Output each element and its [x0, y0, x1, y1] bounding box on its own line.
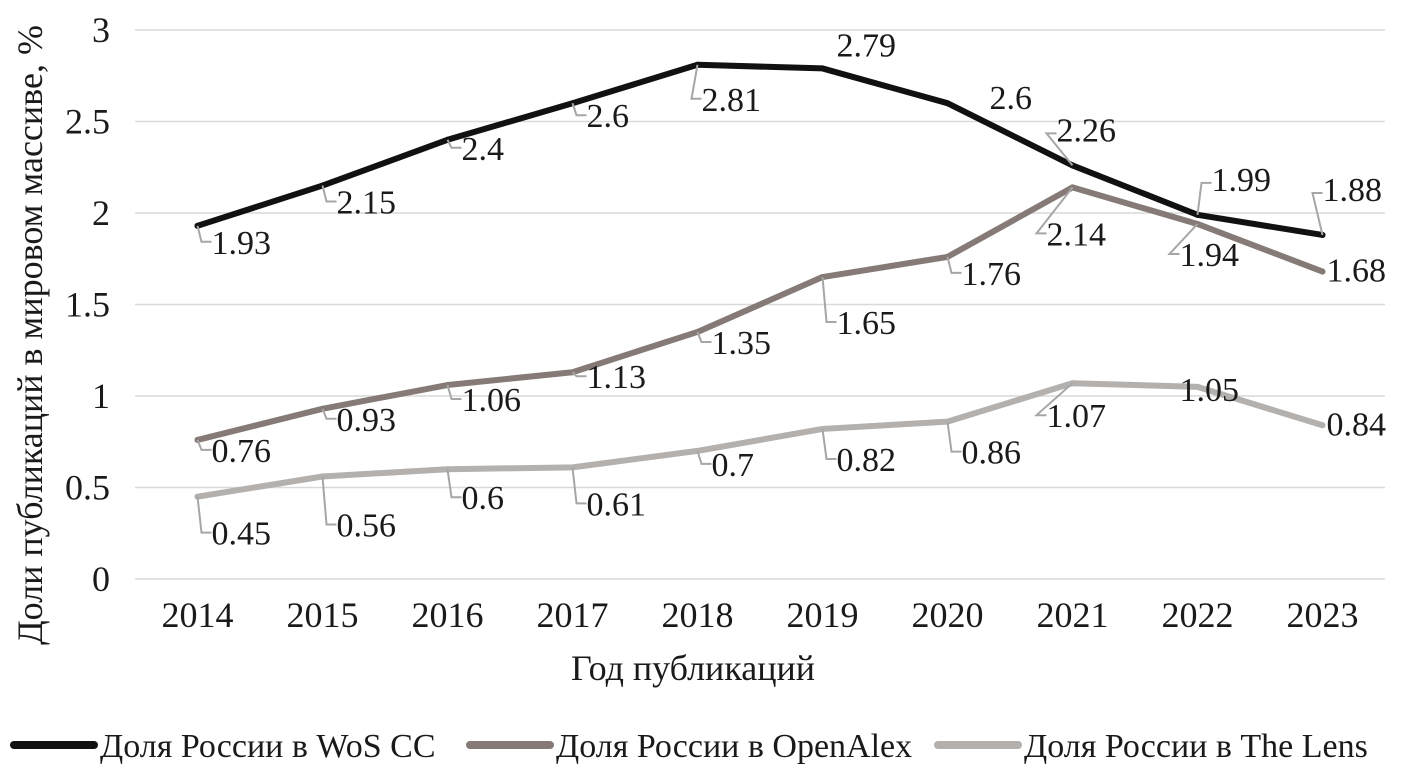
data-label-2-2014: 0.45	[212, 516, 272, 553]
data-point-0-2019	[819, 65, 826, 72]
data-label-0-2018: 2.81	[702, 82, 762, 119]
data-label-0-2017: 2.6	[587, 98, 630, 135]
series-line-2	[194, 380, 1326, 500]
data-label-2-2015: 0.56	[337, 508, 397, 545]
leader-line-1-2019	[821, 276, 837, 324]
x-tick-label-2020: 2020	[912, 595, 984, 635]
data-label-1-2023: 1.68	[1327, 253, 1387, 290]
leader-line-0-2023	[1311, 191, 1324, 236]
leader-line-2-2020	[946, 421, 962, 453]
leader-line-1-2021	[1034, 186, 1074, 235]
data-point-0-2020	[944, 100, 951, 107]
x-tick-label-2014: 2014	[162, 595, 234, 635]
data-label-1-2015: 0.93	[337, 402, 397, 439]
leader-line-0-2018	[690, 64, 702, 100]
leader-line-1-2016	[446, 384, 462, 401]
leader-line-0-2017	[571, 102, 587, 117]
series-line-1	[194, 184, 1326, 443]
data-label-2-2017: 0.61	[587, 486, 647, 523]
data-labels: 1.93 2.15 2.4 2.6 2.81 2.79 2.6 2.26 1.99 1.88 0.7…	[196, 27, 1387, 553]
leader-line-2-2019	[821, 428, 837, 460]
x-tick-label-2016: 2016	[412, 595, 484, 635]
data-label-0-2015: 2.15	[337, 185, 397, 222]
legend: Доля России в WoS CC Доля России в OpenAl…	[10, 728, 1368, 765]
leader-line-0-2016	[446, 139, 462, 149]
series-line-0	[194, 61, 1326, 238]
gridlines	[135, 29, 1385, 580]
data-label-1-2019: 1.65	[837, 305, 897, 342]
y-tick-label-2: 1	[92, 376, 110, 416]
data-label-0-2022: 1.99	[1212, 162, 1272, 199]
leader-line-1-2014	[196, 439, 212, 451]
leader-line-2-2016	[446, 469, 462, 499]
data-label-1-2018: 1.35	[712, 325, 772, 362]
x-axis-title: Год публикаций	[571, 648, 815, 688]
x-tick-label-2021: 2021	[1037, 595, 1109, 635]
x-tick-label-2023: 2023	[1287, 595, 1359, 635]
data-label-1-2022: 1.94	[1180, 237, 1240, 274]
y-tick-label-3: 1.5	[65, 285, 110, 325]
data-label-0-2021: 2.26	[1057, 112, 1117, 149]
y-tick-label-6: 3	[92, 10, 110, 50]
legend-label-2: Доля России в The Lens	[1024, 728, 1368, 765]
leader-line-1-2017	[571, 371, 587, 378]
data-label-2-2019: 0.82	[837, 442, 897, 479]
y-tick-label-1: 0.5	[65, 468, 110, 508]
data-label-2-2020: 0.86	[962, 435, 1022, 472]
data-point-2-2023	[1319, 422, 1326, 429]
x-tick-label-2022: 2022	[1162, 595, 1234, 635]
data-label-0-2020: 2.6	[990, 80, 1033, 117]
data-label-0-2016: 2.4	[462, 131, 505, 168]
y-axis-ticks: 0 0.5 1 1.5 2 2.5 3	[65, 10, 110, 599]
x-tick-label-2015: 2015	[287, 595, 359, 635]
leader-line-2-2017	[571, 467, 587, 505]
leader-line-1-2015	[321, 408, 337, 420]
leader-line-2-2014	[196, 496, 212, 534]
leader-line-1-2020	[946, 256, 962, 274]
data-label-2-2023: 0.84	[1327, 406, 1387, 443]
x-tick-label-2017: 2017	[537, 595, 609, 635]
leader-line-0-2021	[1044, 132, 1074, 167]
legend-label-0: Доля России в WoS CC	[100, 728, 436, 765]
y-tick-label-0: 0	[92, 559, 110, 599]
data-label-2-2018: 0.7	[712, 447, 755, 484]
data-point-1-2023	[1319, 268, 1326, 275]
leader-line-2-2018	[696, 450, 712, 465]
leader-line-2-2021	[1033, 382, 1074, 417]
leader-line-0-2014	[196, 225, 212, 243]
data-label-0-2014: 1.93	[212, 225, 272, 262]
data-label-1-2020: 1.76	[962, 256, 1022, 293]
y-tick-label-5: 2.5	[65, 102, 110, 142]
data-label-2-2016: 0.6	[462, 480, 505, 517]
data-label-1-2017: 1.13	[587, 359, 647, 396]
y-tick-label-4: 2	[92, 193, 110, 233]
data-label-0-2019: 2.79	[837, 27, 897, 64]
leader-line-1-2022	[1167, 223, 1199, 255]
x-tick-label-2019: 2019	[787, 595, 859, 635]
data-label-2-2021: 1.07	[1047, 398, 1107, 435]
legend-label-1: Доля России в OpenAlex	[556, 728, 912, 765]
series-lines	[194, 61, 1326, 500]
data-point-2-2022	[1194, 383, 1201, 390]
data-label-1-2014: 0.76	[212, 433, 272, 470]
data-label-0-2023: 1.88	[1323, 172, 1383, 209]
leader-line-0-2015	[321, 185, 337, 203]
x-tick-label-2018: 2018	[662, 595, 734, 635]
leader-line-1-2018	[696, 331, 712, 343]
x-axis-ticks: 2014 2015 2016 2017 2018 2019 2020 2021 2022 2023	[162, 595, 1359, 635]
leader-line-0-2022	[1196, 181, 1212, 215]
data-label-2-2022: 1.05	[1180, 372, 1240, 409]
data-label-1-2021: 2.14	[1047, 216, 1107, 253]
y-axis-title: Доли публикаций в мировом массиве, %	[10, 25, 50, 645]
leader-line-2-2015	[321, 476, 337, 526]
data-label-1-2016: 1.06	[462, 382, 522, 419]
